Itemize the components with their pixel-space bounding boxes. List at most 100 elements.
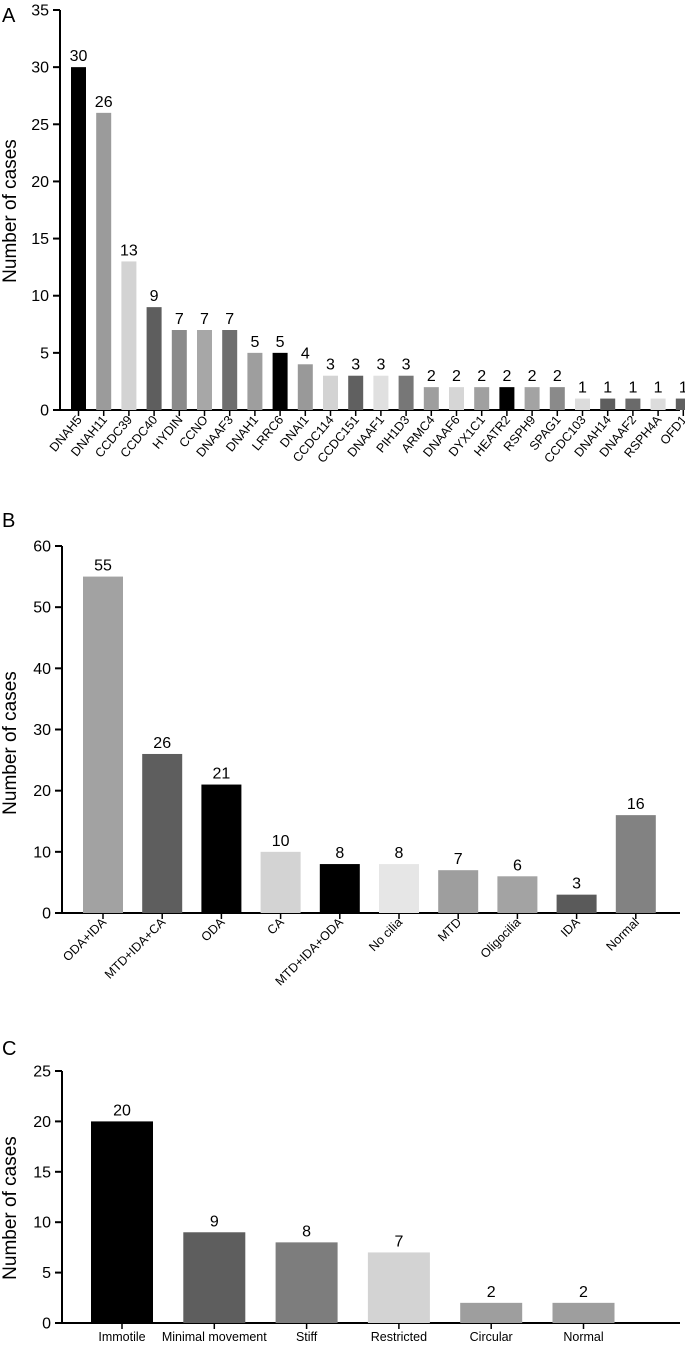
- y-tick-label-a: 30: [31, 60, 49, 77]
- value-label-a: 2: [452, 368, 461, 385]
- bar-b-oda: [201, 784, 242, 913]
- category-label-c: Minimal movement: [162, 1330, 267, 1344]
- value-label-a: 3: [402, 357, 411, 374]
- y-axis-title-c: Number of cases: [0, 1136, 21, 1280]
- bar-a-lrrc6: [272, 352, 288, 410]
- bar-c-stiff: [275, 1242, 338, 1323]
- value-label-b: 3: [572, 876, 581, 893]
- chart-c: 0 5 10 15 20 25 20 Immotile 9 Minimal movement 8 St…: [33, 1064, 680, 1344]
- chart-b: 0 10 20 30 40 50 60 55 ODA+IDA 26 MTD+IDA+CA 21 ODA 1…: [33, 539, 680, 988]
- bar-b-mtd-ida-ca: [142, 753, 183, 913]
- bar-a-dnaaf3: [222, 330, 238, 410]
- value-label-a: 7: [200, 311, 209, 328]
- y-tick-label-c: 0: [42, 1316, 51, 1333]
- bar-a-rsph9: [524, 387, 540, 410]
- value-label-a: 2: [528, 368, 537, 385]
- value-label-c: 7: [394, 1233, 403, 1250]
- bar-c-circular: [460, 1302, 523, 1323]
- value-label-b: 6: [513, 857, 522, 874]
- value-label-c: 20: [113, 1102, 131, 1119]
- y-tick-label-c: 5: [42, 1265, 51, 1282]
- value-label-a: 3: [351, 357, 360, 374]
- value-label-a: 1: [603, 380, 612, 397]
- value-label-c: 2: [579, 1284, 588, 1301]
- panel-label-b: B: [2, 510, 15, 532]
- bar-b-normal: [615, 815, 656, 913]
- category-label-c: Restricted: [371, 1330, 427, 1344]
- bar-a-dnaaf2: [625, 398, 641, 410]
- bar-a-ccdc39: [121, 261, 137, 410]
- category-label-b: MTD: [435, 915, 464, 944]
- category-label-b: Oligocilia: [478, 915, 524, 961]
- bar-a-armc4: [423, 387, 439, 410]
- value-label-a: 2: [553, 368, 562, 385]
- y-tick-label-b: 10: [33, 844, 51, 861]
- bar-a-rsph4a: [650, 398, 666, 410]
- value-label-c: 9: [210, 1213, 219, 1230]
- panel-label-a: A: [2, 5, 16, 27]
- y-tick-label-b: 30: [33, 722, 51, 739]
- bar-a-heatr2: [499, 387, 515, 410]
- value-label-a: 5: [250, 334, 259, 351]
- y-tick-label-c: 15: [33, 1164, 51, 1181]
- y-tick-label-a: 35: [31, 3, 49, 20]
- category-label-c: Immotile: [98, 1330, 145, 1344]
- bar-a-dnaaf6: [449, 387, 464, 410]
- bar-a-ccdc114: [323, 375, 338, 410]
- y-tick-label-b: 60: [33, 539, 51, 556]
- bar-a-dnah5: [71, 67, 86, 411]
- bar-b-mtd: [438, 870, 479, 913]
- bar-a-ccdc40: [146, 307, 162, 410]
- bar-a-pih1d3: [398, 375, 414, 410]
- value-label-b: 55: [94, 558, 112, 575]
- y-tick-label-a: 15: [31, 231, 49, 248]
- y-tick-label-a: 5: [40, 345, 49, 362]
- value-label-a: 2: [502, 368, 511, 385]
- value-label-a: 1: [679, 380, 685, 397]
- bar-b-no-cilia: [379, 864, 419, 913]
- value-label-a: 3: [326, 357, 335, 374]
- category-label-b: MTD+IDA+CA: [102, 915, 169, 982]
- y-tick-label-c: 10: [33, 1215, 51, 1232]
- chart-a: 0510152025303530DNAH526DNAH1113CCDC399CC…: [31, 3, 685, 466]
- category-label-c: Circular: [470, 1330, 513, 1344]
- value-label-a: 13: [120, 242, 138, 259]
- value-label-a: 30: [70, 48, 88, 65]
- bar-c-immotile: [91, 1121, 153, 1323]
- bar-b-ida: [556, 894, 597, 913]
- category-label-b: No cilia: [366, 915, 405, 954]
- value-label-a: 9: [150, 288, 159, 305]
- value-label-c: 8: [302, 1223, 311, 1240]
- category-label-a: OFD1: [657, 413, 685, 448]
- value-label-a: 1: [578, 380, 587, 397]
- value-label-a: 7: [175, 311, 184, 328]
- value-label-a: 3: [376, 357, 385, 374]
- y-tick-label-b: 20: [33, 783, 51, 800]
- value-label-b: 7: [454, 851, 463, 868]
- y-tick-label-a: 0: [40, 403, 49, 420]
- y-axis-title-b: Number of cases: [0, 671, 21, 815]
- value-label-a: 2: [427, 368, 436, 385]
- category-label-c: Stiff: [296, 1330, 318, 1344]
- bar-a-spag1: [549, 387, 565, 410]
- value-label-c: 2: [487, 1284, 496, 1301]
- bar-a-dnai1: [297, 364, 313, 410]
- bar-b-ca: [260, 851, 301, 913]
- y-axis-title-a: Number of cases: [0, 139, 21, 283]
- value-label-a: 1: [628, 380, 637, 397]
- value-label-a: 5: [276, 334, 285, 351]
- value-label-a: 1: [654, 380, 663, 397]
- bar-c-normal: [552, 1302, 615, 1323]
- category-label-b: ODA+IDA: [60, 915, 109, 964]
- bar-a-ccdc103: [575, 398, 590, 410]
- category-label-b: ODA: [198, 915, 228, 945]
- y-tick-label-c: 20: [33, 1114, 51, 1131]
- bar-a-dnah11: [96, 112, 112, 410]
- bar-b-oda-ida: [83, 576, 123, 913]
- y-tick-label-b: 50: [33, 600, 51, 617]
- y-tick-label-b: 40: [33, 661, 51, 678]
- value-label-b: 21: [213, 766, 231, 783]
- value-label-b: 8: [395, 845, 404, 862]
- bar-a-dyx1c1: [474, 387, 490, 410]
